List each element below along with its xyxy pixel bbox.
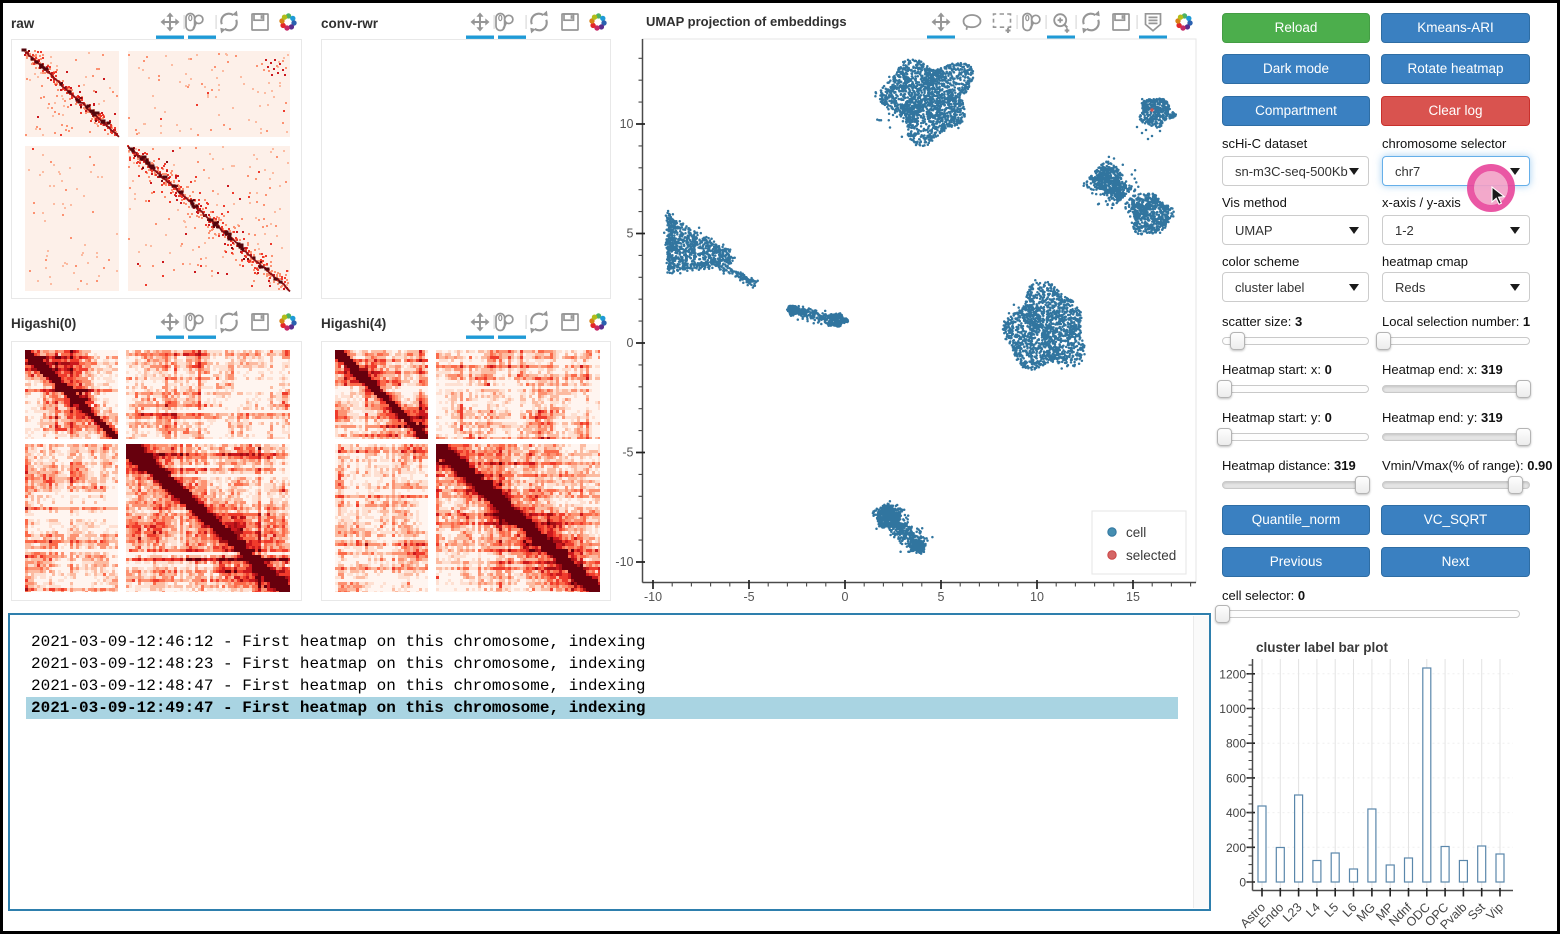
svg-text:15: 15 — [1126, 590, 1140, 604]
svg-text:5: 5 — [627, 227, 634, 241]
svg-text:10: 10 — [620, 117, 634, 131]
svg-text:cluster label bar plot: cluster label bar plot — [1256, 640, 1389, 655]
svg-text:0: 0 — [842, 590, 849, 604]
svg-text:600: 600 — [1226, 771, 1246, 785]
svg-text:cell: cell — [1126, 525, 1146, 540]
svg-text:Vip: Vip — [1484, 900, 1507, 923]
svg-text:5: 5 — [938, 590, 945, 604]
svg-text:-5: -5 — [743, 590, 754, 604]
svg-text:0: 0 — [627, 336, 634, 350]
svg-text:selected: selected — [1126, 548, 1176, 563]
svg-text:0: 0 — [1239, 876, 1246, 890]
svg-text:L4: L4 — [1303, 900, 1323, 920]
svg-text:-5: -5 — [622, 446, 633, 460]
svg-text:400: 400 — [1226, 806, 1246, 820]
svg-text:1200: 1200 — [1219, 667, 1246, 681]
svg-text:L23: L23 — [1280, 900, 1305, 925]
svg-text:10: 10 — [1030, 590, 1044, 604]
svg-text:L5: L5 — [1322, 900, 1342, 920]
svg-text:200: 200 — [1226, 841, 1246, 855]
svg-text:-10: -10 — [644, 590, 662, 604]
svg-text:1000: 1000 — [1219, 702, 1246, 716]
svg-text:-10: -10 — [615, 555, 633, 569]
svg-text:800: 800 — [1226, 737, 1246, 751]
